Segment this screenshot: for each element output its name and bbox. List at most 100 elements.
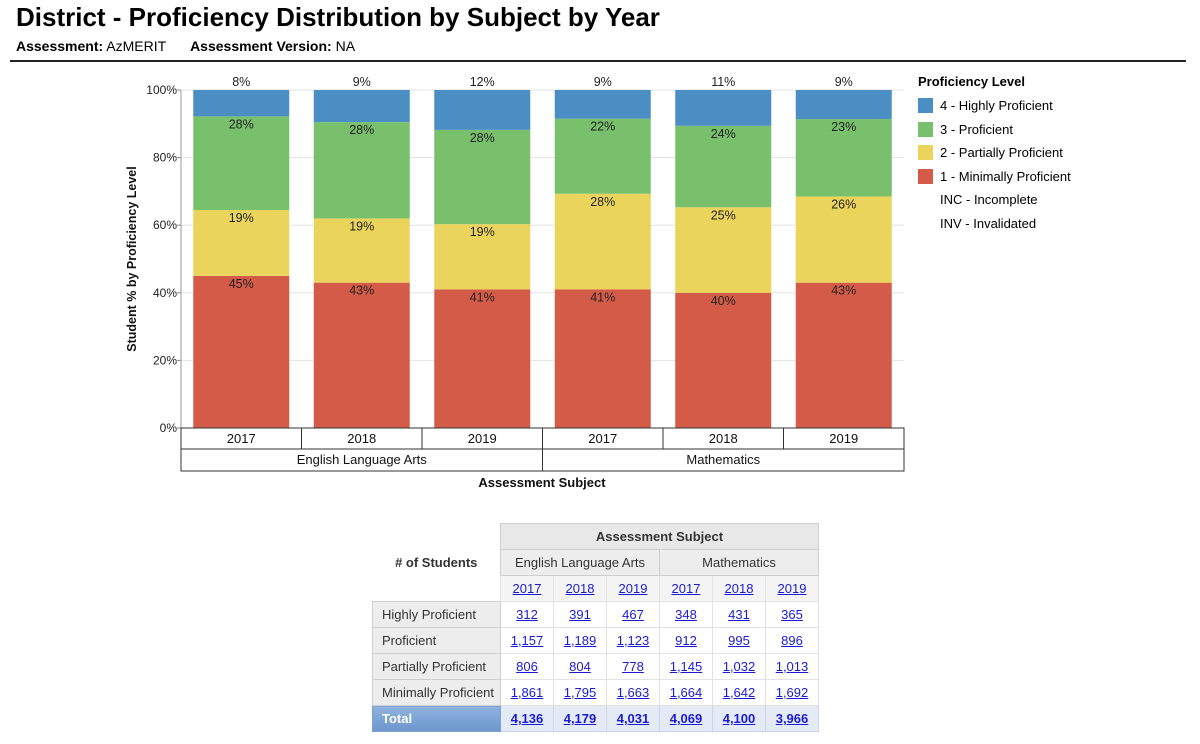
year-header: 2019 bbox=[606, 575, 660, 602]
count-cell: 1,663 bbox=[606, 679, 660, 706]
total-cell-link[interactable]: 4,031 bbox=[616, 711, 650, 726]
table-row: Partially Proficient 806 804 778 1,145 1,032 1… bbox=[372, 653, 819, 680]
count-cell-link[interactable]: 431 bbox=[728, 607, 750, 622]
count-cell-link[interactable]: 1,013 bbox=[775, 659, 809, 674]
total-cell-link[interactable]: 3,966 bbox=[775, 711, 809, 726]
total-cell-link[interactable]: 4,100 bbox=[722, 711, 756, 726]
year-header: 2017 bbox=[500, 575, 554, 602]
count-cell: 804 bbox=[553, 653, 607, 680]
total-label: Total bbox=[372, 705, 501, 732]
legend-swatch bbox=[918, 216, 933, 231]
bar-segment bbox=[795, 196, 892, 283]
count-cell-link[interactable]: 1,861 bbox=[510, 685, 544, 700]
count-cell-link[interactable]: 896 bbox=[781, 633, 803, 648]
count-cell: 806 bbox=[500, 653, 554, 680]
count-cell-link[interactable]: 804 bbox=[569, 659, 591, 674]
count-cell-link[interactable]: 778 bbox=[622, 659, 644, 674]
legend-label: 4 - Highly Proficient bbox=[940, 98, 1053, 114]
bar-segment bbox=[313, 282, 410, 428]
count-cell-link[interactable]: 806 bbox=[516, 659, 538, 674]
student-count-table: Assessment Subject # of Students English L… bbox=[372, 523, 819, 732]
count-cell: 1,032 bbox=[712, 653, 766, 680]
data-label: 45% bbox=[229, 277, 254, 291]
row-label: Minimally Proficient bbox=[372, 679, 501, 706]
x-axis-title: Assessment Subject bbox=[478, 475, 606, 490]
data-label: 41% bbox=[470, 290, 495, 304]
data-label: 9% bbox=[353, 75, 371, 89]
data-label: 9% bbox=[835, 75, 853, 89]
count-cell-link[interactable]: 1,795 bbox=[563, 685, 597, 700]
total-cell: 4,136 bbox=[500, 705, 554, 732]
data-label: 28% bbox=[229, 117, 254, 131]
bar-segment bbox=[313, 218, 410, 283]
total-cell-link[interactable]: 4,179 bbox=[563, 711, 597, 726]
count-cell-link[interactable]: 348 bbox=[675, 607, 697, 622]
legend-label: 3 - Proficient bbox=[940, 121, 1013, 137]
total-cell: 4,031 bbox=[606, 705, 660, 732]
table-row: Minimally Proficient 1,861 1,795 1,663 1,664… bbox=[372, 679, 819, 706]
bar-segment bbox=[795, 119, 892, 197]
legend-item: INV - Invalidated bbox=[918, 212, 1071, 236]
count-cell-link[interactable]: 1,032 bbox=[722, 659, 756, 674]
year-header-link[interactable]: 2018 bbox=[565, 581, 595, 596]
count-cell-link[interactable]: 365 bbox=[781, 607, 803, 622]
total-cell-link[interactable]: 4,136 bbox=[510, 711, 544, 726]
year-header-link[interactable]: 2017 bbox=[512, 581, 542, 596]
count-cell: 995 bbox=[712, 627, 766, 654]
count-cell: 1,692 bbox=[765, 679, 819, 706]
table-corner bbox=[372, 575, 501, 602]
data-label: 11% bbox=[711, 75, 735, 89]
count-cell-link[interactable]: 391 bbox=[569, 607, 591, 622]
data-label: 40% bbox=[711, 294, 736, 308]
count-cell-link[interactable]: 912 bbox=[675, 633, 697, 648]
count-cell-link[interactable]: 1,663 bbox=[616, 685, 650, 700]
year-header-link[interactable]: 2018 bbox=[724, 581, 754, 596]
year-header-link[interactable]: 2019 bbox=[618, 581, 648, 596]
data-label: 12% bbox=[470, 75, 495, 89]
assessment-label: Assessment: bbox=[16, 38, 104, 54]
bar-segment bbox=[434, 129, 531, 225]
count-cell: 778 bbox=[606, 653, 660, 680]
data-label: 28% bbox=[470, 131, 495, 145]
count-cell: 431 bbox=[712, 601, 766, 628]
count-cell-link[interactable]: 1,157 bbox=[510, 633, 544, 648]
legend-label: 1 - Minimally Proficient bbox=[940, 168, 1071, 184]
count-cell-link[interactable]: 1,189 bbox=[563, 633, 597, 648]
count-cell-link[interactable]: 1,664 bbox=[669, 685, 703, 700]
bar-segment bbox=[434, 224, 531, 290]
count-cell: 1,642 bbox=[712, 679, 766, 706]
year-header: 2017 bbox=[659, 575, 713, 602]
count-cell-link[interactable]: 1,692 bbox=[775, 685, 809, 700]
data-label: 19% bbox=[470, 225, 495, 239]
version-label: Assessment Version: bbox=[190, 38, 332, 54]
bar-segment bbox=[193, 116, 290, 210]
count-cell: 912 bbox=[659, 627, 713, 654]
y-tick-label: 20% bbox=[153, 353, 177, 367]
count-cell-link[interactable]: 467 bbox=[622, 607, 644, 622]
bar-segment bbox=[795, 282, 892, 428]
count-cell: 1,861 bbox=[500, 679, 554, 706]
bar-segment bbox=[675, 292, 772, 428]
legend-label: INC - Incomplete bbox=[940, 192, 1038, 208]
year-header: 2018 bbox=[553, 575, 607, 602]
header-divider bbox=[10, 60, 1186, 62]
bar-segment bbox=[193, 275, 290, 428]
legend-item: INC - Incomplete bbox=[918, 188, 1071, 212]
count-cell-link[interactable]: 995 bbox=[728, 633, 750, 648]
data-label: 22% bbox=[590, 120, 615, 134]
data-label: 19% bbox=[229, 211, 254, 225]
count-cell-link[interactable]: 1,145 bbox=[669, 659, 703, 674]
bar-segment bbox=[675, 207, 772, 293]
count-cell-link[interactable]: 1,123 bbox=[616, 633, 650, 648]
x-tick-label: 2018 bbox=[347, 431, 376, 446]
row-label: Highly Proficient bbox=[372, 601, 501, 628]
total-cell-link[interactable]: 4,069 bbox=[669, 711, 703, 726]
legend-swatch bbox=[918, 98, 933, 114]
year-header-link[interactable]: 2017 bbox=[671, 581, 701, 596]
version-value: NA bbox=[335, 38, 356, 54]
bar-segment bbox=[313, 122, 410, 219]
count-cell: 365 bbox=[765, 601, 819, 628]
count-cell-link[interactable]: 1,642 bbox=[722, 685, 756, 700]
year-header-link[interactable]: 2019 bbox=[777, 581, 807, 596]
count-cell-link[interactable]: 312 bbox=[516, 607, 538, 622]
